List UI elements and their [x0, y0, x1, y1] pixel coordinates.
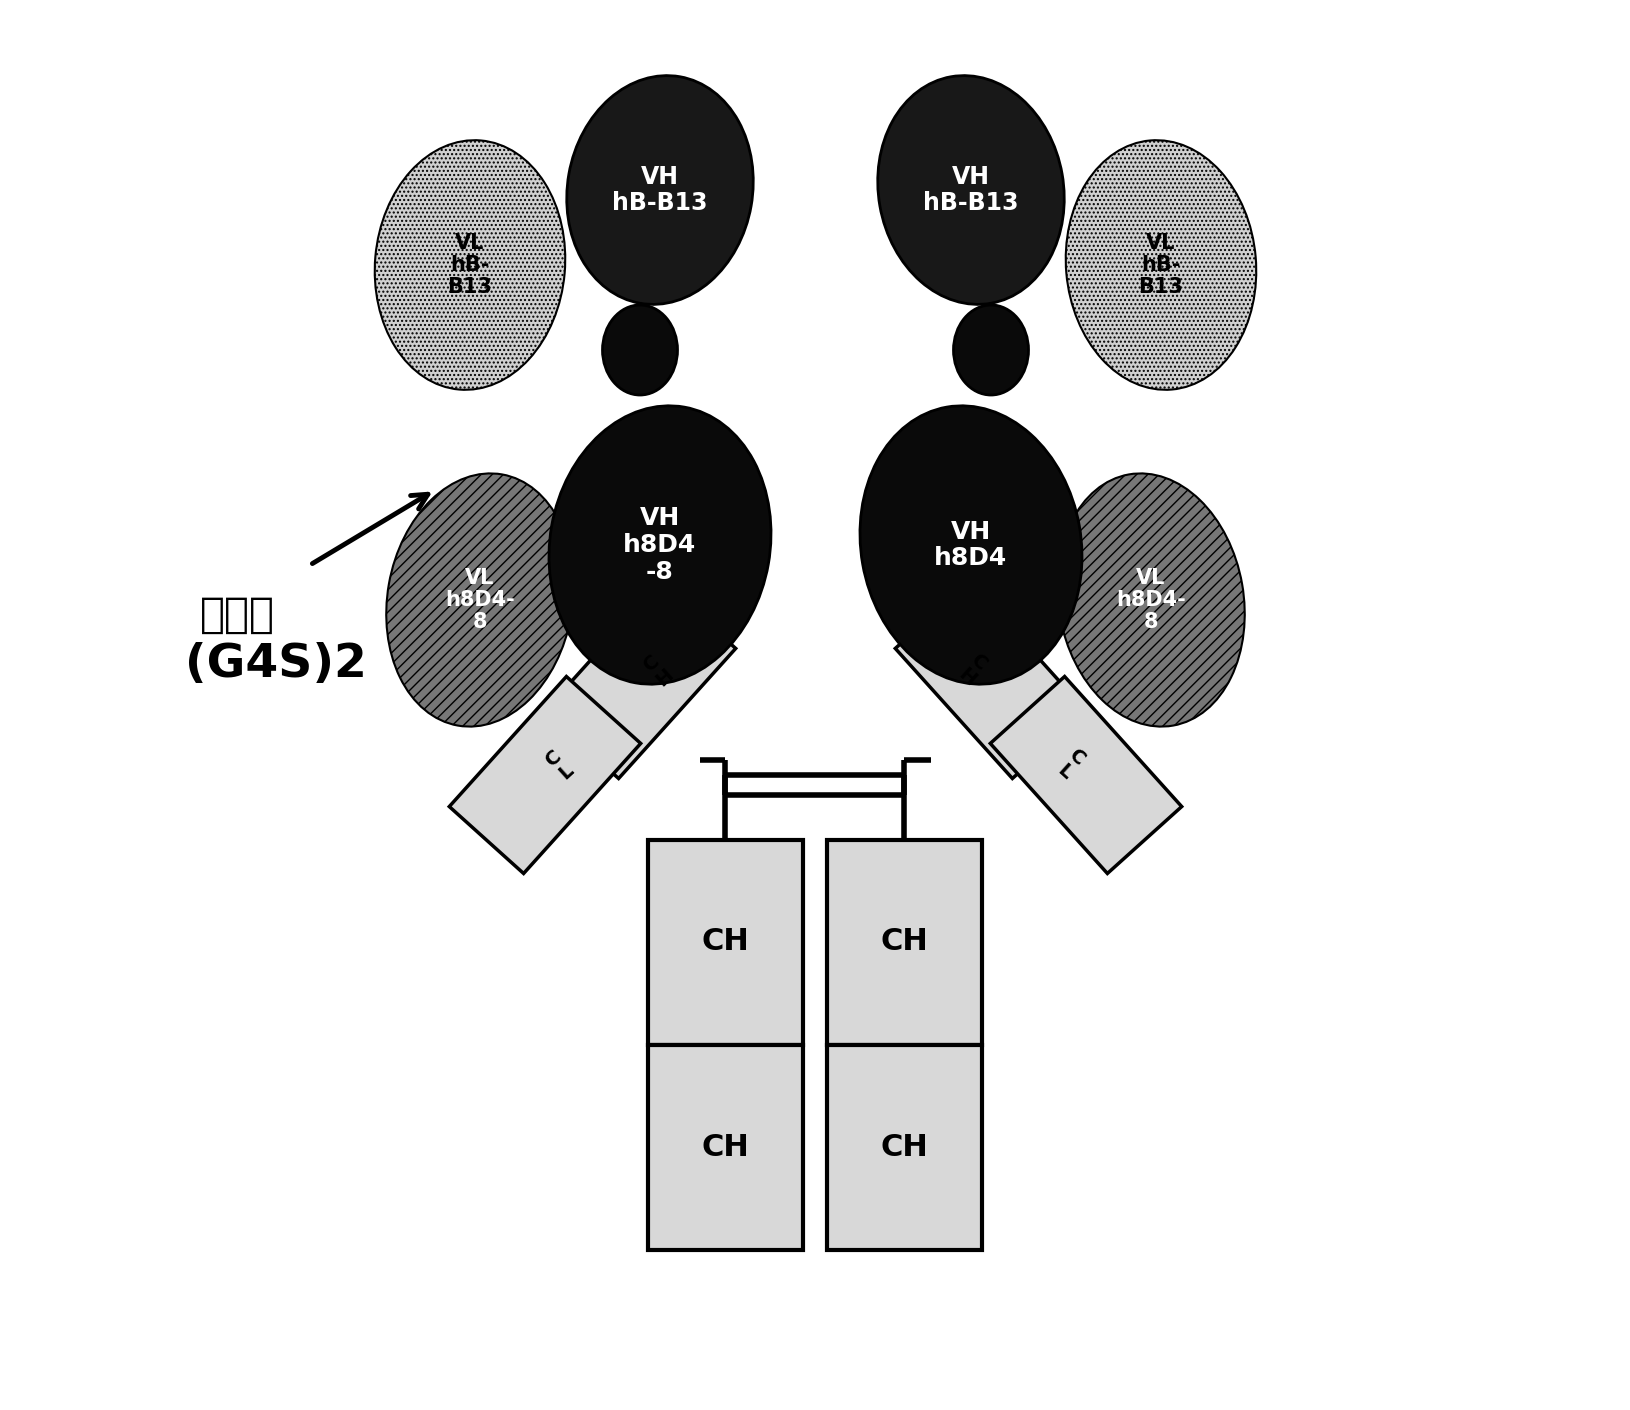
Ellipse shape	[954, 305, 1029, 395]
Text: CH: CH	[701, 1132, 748, 1162]
Ellipse shape	[1056, 474, 1244, 726]
Text: C
L: C L	[541, 746, 577, 784]
Text: CH: CH	[880, 928, 927, 956]
Polygon shape	[448, 677, 641, 873]
Bar	[647, 840, 802, 1045]
Text: VH
h8D4
-8: VH h8D4 -8	[623, 506, 696, 584]
Ellipse shape	[859, 406, 1081, 684]
Bar	[826, 1045, 981, 1251]
Text: CH: CH	[701, 928, 748, 956]
Text: (G4S)2: (G4S)2	[184, 643, 367, 688]
Text: C
L: C L	[1053, 746, 1089, 784]
Text: VL
h8D4-
8: VL h8D4- 8	[1115, 568, 1185, 632]
Ellipse shape	[549, 406, 771, 684]
Ellipse shape	[877, 76, 1064, 305]
Ellipse shape	[1064, 140, 1255, 389]
Text: VH
hB-B13: VH hB-B13	[923, 165, 1019, 216]
Bar	[826, 840, 981, 1045]
Text: VL
hB-
B13: VL hB- B13	[447, 234, 492, 296]
Text: VL
h8D4-
8: VL h8D4- 8	[445, 568, 515, 632]
Ellipse shape	[375, 140, 566, 389]
Text: VH
hB-B13: VH hB-B13	[611, 165, 707, 216]
Ellipse shape	[566, 76, 753, 305]
Text: VL
hB-
B13: VL hB- B13	[1138, 234, 1183, 296]
Ellipse shape	[386, 474, 574, 726]
Polygon shape	[544, 581, 735, 778]
Bar	[647, 1045, 802, 1251]
Text: CH: CH	[880, 1132, 927, 1162]
Text: C
H: C H	[639, 650, 676, 689]
Ellipse shape	[601, 305, 676, 395]
Text: VH
h8D4: VH h8D4	[934, 519, 1007, 571]
Text: C
H: C H	[954, 650, 991, 689]
Text: 连接体: 连接体	[200, 594, 275, 636]
Polygon shape	[989, 677, 1182, 873]
Polygon shape	[895, 581, 1086, 778]
